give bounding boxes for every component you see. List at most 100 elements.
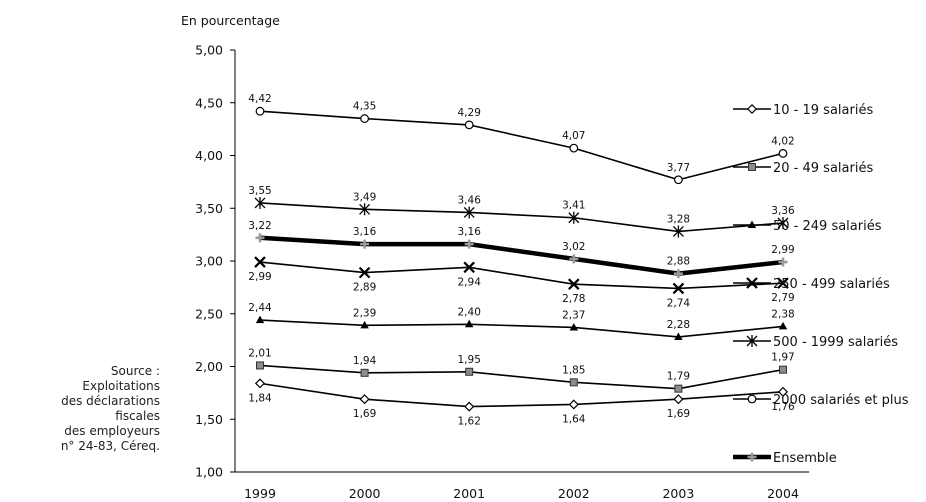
data-point <box>358 266 371 279</box>
data-point <box>360 368 369 377</box>
data-point <box>254 256 266 268</box>
data-label: 2,88 <box>667 256 690 268</box>
data-label: 1,84 <box>248 392 272 404</box>
y-tick-label: 5,00 <box>195 43 223 58</box>
data-label: 3,46 <box>458 194 482 206</box>
data-label: 2,99 <box>771 244 794 256</box>
series-line-5 <box>259 110 784 181</box>
data-label: 1,69 <box>667 408 690 420</box>
y-tick-label: 1,00 <box>195 465 223 480</box>
data-point <box>569 378 578 387</box>
data-label: 3,55 <box>248 185 271 197</box>
data-label: 1,94 <box>353 355 377 367</box>
data-point <box>569 322 578 331</box>
data-point <box>569 254 579 264</box>
data-point <box>673 394 684 405</box>
data-label: 1,79 <box>667 371 690 383</box>
data-point <box>568 211 580 224</box>
x-tick-label: 2001 <box>453 486 485 501</box>
series-line-1 <box>259 364 784 390</box>
x-tick-label: 2004 <box>767 486 799 501</box>
data-point <box>254 378 266 389</box>
data-label: 2,40 <box>458 306 481 318</box>
data-point <box>674 332 683 340</box>
data-point <box>568 399 579 410</box>
series-line-6 <box>259 235 784 276</box>
data-point <box>254 196 266 209</box>
data-label: 3,16 <box>353 226 377 238</box>
data-label: 1,69 <box>353 408 376 420</box>
data-point <box>464 239 474 249</box>
data-label: 1,95 <box>458 354 481 366</box>
data-label: 2,89 <box>353 282 376 294</box>
legend-label: 500 - 1999 salariés <box>773 335 898 350</box>
y-tick-label: 2,50 <box>195 306 223 321</box>
data-label: 3,16 <box>458 226 482 238</box>
legend-label: 20 - 49 salariés <box>773 161 873 176</box>
data-point <box>777 277 789 289</box>
x-tick-label: 2000 <box>349 486 381 501</box>
series-line-2 <box>259 319 784 338</box>
data-point <box>463 206 475 219</box>
data-point <box>359 394 370 405</box>
data-label: 4,42 <box>248 93 271 105</box>
data-label: 1,64 <box>562 413 586 425</box>
data-label: 2,38 <box>771 308 794 320</box>
legend-label: Ensemble <box>773 451 837 466</box>
data-label: 2,44 <box>248 302 272 314</box>
source-note: Source : Exploitations des déclarations … <box>60 364 160 453</box>
x-tick-label: 2003 <box>662 486 694 501</box>
data-point <box>360 114 370 123</box>
y-tick-label: 3,00 <box>195 254 223 269</box>
data-label: 2,28 <box>667 319 690 331</box>
data-point <box>779 365 787 374</box>
data-point <box>778 321 788 330</box>
data-label: 4,02 <box>771 135 794 147</box>
data-label: 3,41 <box>562 200 585 212</box>
series-line-4 <box>259 202 784 233</box>
legend-marker <box>746 335 758 347</box>
legend-label: 50 - 249 salariés <box>773 219 882 234</box>
data-point <box>255 233 265 243</box>
data-label: 2,78 <box>562 293 585 305</box>
data-label: 3,77 <box>667 162 690 174</box>
data-point <box>568 278 580 290</box>
data-label: 4,35 <box>353 101 376 113</box>
legend-label: 250 - 499 salariés <box>773 277 890 292</box>
data-label: 2,99 <box>248 271 271 283</box>
data-label: 2,39 <box>353 307 376 319</box>
data-point <box>673 269 683 279</box>
data-label: 2,37 <box>562 309 585 321</box>
data-point <box>463 261 475 274</box>
data-point <box>777 217 789 230</box>
y-tick-label: 1,50 <box>195 412 223 427</box>
data-point <box>465 319 474 328</box>
data-point <box>778 148 788 158</box>
x-tick-label: 2002 <box>558 486 590 501</box>
data-label: 4,07 <box>562 130 585 142</box>
data-label: 1,85 <box>562 364 585 376</box>
data-point <box>569 143 579 153</box>
legend-marker <box>747 452 757 462</box>
y-tick-label: 3,50 <box>195 201 223 216</box>
data-point <box>256 361 264 370</box>
legend-marker <box>746 277 758 289</box>
data-label: 1,76 <box>771 401 795 413</box>
data-point <box>255 106 265 116</box>
data-label: 2,74 <box>667 297 691 309</box>
data-point <box>464 401 475 412</box>
data-point <box>360 239 370 249</box>
legend-label: 10 - 19 salariés <box>773 103 873 118</box>
data-point <box>360 320 369 329</box>
data-label: 3,28 <box>667 213 690 225</box>
legend-marker <box>747 394 757 404</box>
legend-marker <box>746 103 758 115</box>
data-point <box>674 384 683 393</box>
data-label: 3,36 <box>771 205 795 217</box>
data-label: 4,29 <box>458 107 481 119</box>
y-tick-label: 4,50 <box>195 95 223 110</box>
legend-marker <box>748 163 756 171</box>
data-point <box>674 175 683 185</box>
data-label: 2,94 <box>458 276 482 288</box>
